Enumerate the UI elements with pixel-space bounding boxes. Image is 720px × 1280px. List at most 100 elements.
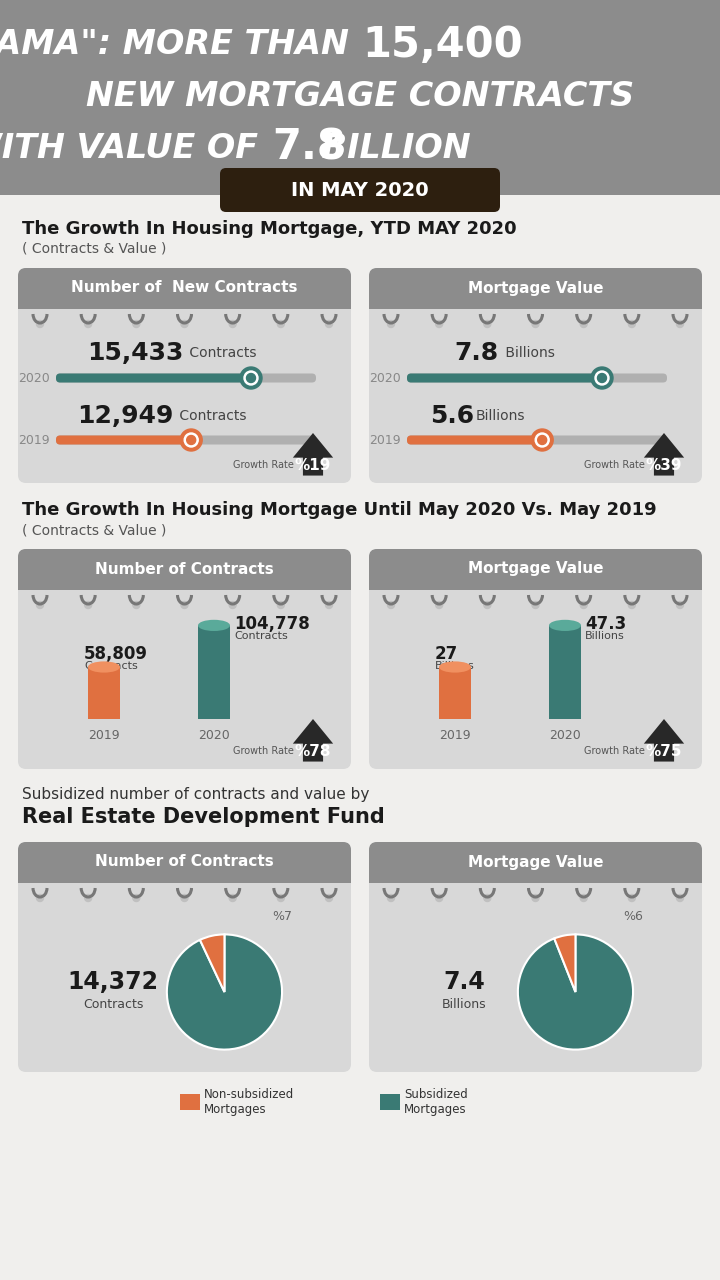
Ellipse shape (198, 620, 230, 631)
Text: 7.4: 7.4 (443, 970, 485, 995)
Circle shape (484, 895, 491, 901)
Circle shape (229, 320, 236, 328)
Circle shape (181, 320, 188, 328)
Text: Number of Contracts: Number of Contracts (95, 855, 274, 869)
Circle shape (186, 435, 196, 444)
Circle shape (181, 895, 188, 901)
Circle shape (387, 602, 395, 608)
Wedge shape (518, 934, 633, 1050)
FancyBboxPatch shape (18, 549, 351, 769)
Bar (369, 570, 702, 590)
Circle shape (387, 895, 395, 901)
Circle shape (532, 320, 539, 328)
Circle shape (132, 895, 140, 901)
Ellipse shape (88, 662, 120, 672)
Bar (0, 0, 720, 195)
FancyBboxPatch shape (18, 549, 351, 589)
Circle shape (598, 374, 606, 383)
Text: The Growth In Housing Mortgage Until May 2020 Vs. May 2019: The Growth In Housing Mortgage Until May… (22, 500, 657, 518)
Text: 15,400: 15,400 (362, 24, 523, 67)
Circle shape (240, 367, 262, 389)
Bar (88, 667, 120, 719)
Text: ( Contracts & Value ): ( Contracts & Value ) (22, 524, 166, 538)
Text: %75: %75 (646, 744, 683, 759)
Circle shape (595, 371, 609, 385)
Text: WITH VALUE OF: WITH VALUE OF (0, 132, 270, 165)
Text: 104,778: 104,778 (234, 616, 310, 634)
Text: %78: %78 (294, 744, 331, 759)
Text: Contracts: Contracts (83, 997, 143, 1010)
Text: 2020: 2020 (198, 730, 230, 742)
Text: Contracts: Contracts (234, 631, 288, 641)
Text: Billions: Billions (585, 631, 625, 641)
Bar (549, 626, 581, 719)
FancyBboxPatch shape (407, 435, 542, 444)
Circle shape (180, 429, 202, 451)
Circle shape (277, 320, 284, 328)
FancyBboxPatch shape (56, 435, 316, 444)
Circle shape (535, 433, 549, 447)
Wedge shape (167, 934, 282, 1050)
Circle shape (244, 371, 258, 385)
Bar (380, 1094, 400, 1110)
Text: Growth Rate: Growth Rate (584, 460, 644, 470)
Circle shape (132, 320, 140, 328)
Text: 58,809: 58,809 (84, 645, 148, 663)
Text: %94: %94 (552, 987, 599, 1006)
Text: Billions: Billions (476, 410, 526, 422)
Circle shape (37, 895, 43, 901)
Circle shape (181, 602, 188, 608)
FancyBboxPatch shape (220, 168, 500, 212)
Circle shape (85, 320, 91, 328)
Circle shape (591, 367, 613, 389)
Circle shape (629, 895, 635, 901)
Text: %39: %39 (646, 458, 683, 472)
Circle shape (677, 602, 683, 608)
Circle shape (325, 895, 333, 901)
Bar (18, 570, 351, 590)
Circle shape (325, 602, 333, 608)
FancyBboxPatch shape (18, 268, 351, 483)
Text: Subsidized number of contracts and value by: Subsidized number of contracts and value… (22, 787, 369, 803)
Text: 7.8: 7.8 (455, 340, 499, 365)
Circle shape (37, 602, 43, 608)
Text: 2019: 2019 (19, 434, 50, 447)
Text: %19: %19 (294, 458, 331, 472)
Text: NEW MORTGAGE CONTRACTS: NEW MORTGAGE CONTRACTS (86, 81, 634, 114)
Circle shape (580, 895, 588, 901)
Text: Mortgage Value: Mortgage Value (468, 855, 603, 869)
FancyBboxPatch shape (369, 268, 702, 483)
Circle shape (85, 602, 91, 608)
Circle shape (629, 320, 635, 328)
FancyBboxPatch shape (369, 842, 702, 882)
FancyBboxPatch shape (18, 842, 351, 1073)
Text: Growth Rate: Growth Rate (233, 746, 294, 756)
Text: Number of Contracts: Number of Contracts (95, 562, 274, 576)
Text: Growth Rate: Growth Rate (233, 460, 294, 470)
Text: Billions: Billions (441, 997, 486, 1010)
Text: The Growth In Housing Mortgage, YTD MAY 2020: The Growth In Housing Mortgage, YTD MAY … (22, 220, 517, 238)
Text: Subsidized
Mortgages: Subsidized Mortgages (404, 1088, 468, 1116)
Text: Growth Rate: Growth Rate (584, 746, 644, 756)
Circle shape (677, 895, 683, 901)
Circle shape (277, 895, 284, 901)
Text: Billions: Billions (501, 346, 555, 360)
Text: %6: %6 (624, 910, 644, 923)
Circle shape (277, 602, 284, 608)
Bar (198, 626, 230, 719)
Circle shape (532, 895, 539, 901)
Polygon shape (293, 719, 333, 762)
Circle shape (229, 895, 236, 901)
Text: Billions: Billions (435, 660, 474, 671)
Bar (369, 288, 702, 308)
Text: Contracts: Contracts (84, 660, 138, 671)
Circle shape (132, 602, 140, 608)
Circle shape (484, 320, 491, 328)
Bar (18, 861, 351, 883)
Text: 47.3: 47.3 (585, 616, 626, 634)
FancyBboxPatch shape (56, 435, 192, 444)
Circle shape (37, 320, 43, 328)
Text: 12,949: 12,949 (76, 404, 173, 428)
Text: 14,372: 14,372 (68, 970, 158, 995)
Bar (369, 861, 702, 883)
